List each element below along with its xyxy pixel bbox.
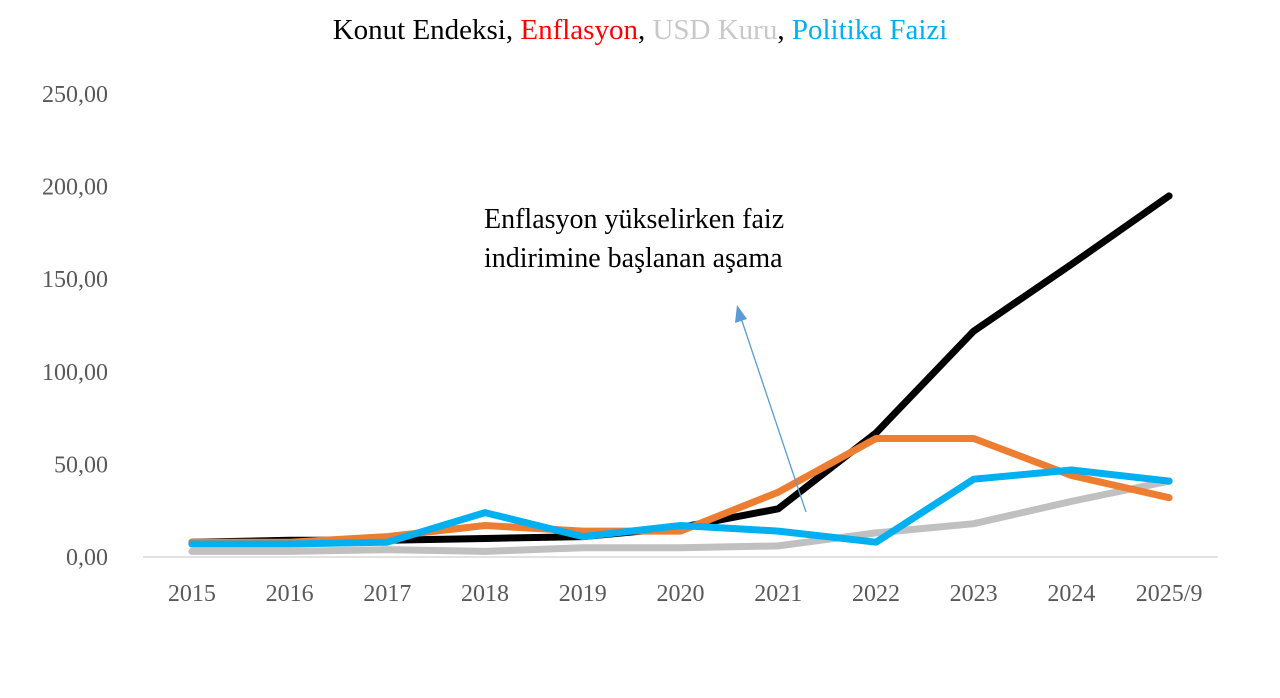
series-line-usd-kuru bbox=[188, 477, 1173, 555]
x-tick-label: 2022 bbox=[852, 581, 900, 607]
y-tick-label: 150,00 bbox=[42, 267, 108, 293]
title-part-0: Konut Endeksi bbox=[332, 14, 506, 46]
x-tick-label: 2023 bbox=[950, 581, 998, 607]
annotation-arrow-head bbox=[735, 305, 747, 323]
y-tick-label: 250,00 bbox=[42, 82, 108, 108]
title-part-5: , bbox=[777, 14, 792, 46]
x-tick-label: 2021 bbox=[754, 581, 802, 607]
x-tick-label: 2025/9 bbox=[1136, 581, 1203, 607]
annotation-arrow-shaft bbox=[740, 317, 807, 513]
title-part-2: Enflasyon bbox=[520, 14, 638, 46]
y-tick-label: 100,00 bbox=[42, 360, 108, 386]
title-part-3: , bbox=[637, 14, 653, 46]
title-part-4: USD Kuru bbox=[652, 14, 778, 46]
title-part-6: Politika Faizi bbox=[791, 14, 948, 46]
x-tick-label: 2019 bbox=[559, 581, 607, 607]
title-part-1: , bbox=[505, 14, 521, 46]
x-tick-label: 2018 bbox=[461, 581, 509, 607]
chart-title: Konut Endeksi, Enflasyon, USD Kuru, Poli… bbox=[0, 14, 1280, 47]
y-tick-label: 50,00 bbox=[54, 452, 108, 478]
y-tick-label: 200,00 bbox=[42, 175, 108, 201]
annotation-line-1: Enflasyon yükselirken faiz bbox=[484, 204, 785, 235]
y-tick-label: 0,00 bbox=[66, 545, 108, 571]
x-tick-label: 2024 bbox=[1047, 581, 1095, 607]
series-line-enflasyon bbox=[188, 435, 1173, 546]
series-line-politika-faizi bbox=[188, 466, 1173, 548]
x-tick-label: 2015 bbox=[168, 581, 216, 607]
chart-annotation: Enflasyon yükselirken faiz indirimine ba… bbox=[484, 200, 784, 278]
x-tick-label: 2017 bbox=[363, 581, 411, 607]
annotation-line-2: indirimine başlanan aşama bbox=[484, 243, 783, 274]
x-tick-label: 2020 bbox=[657, 581, 705, 607]
x-tick-label: 2016 bbox=[266, 581, 314, 607]
